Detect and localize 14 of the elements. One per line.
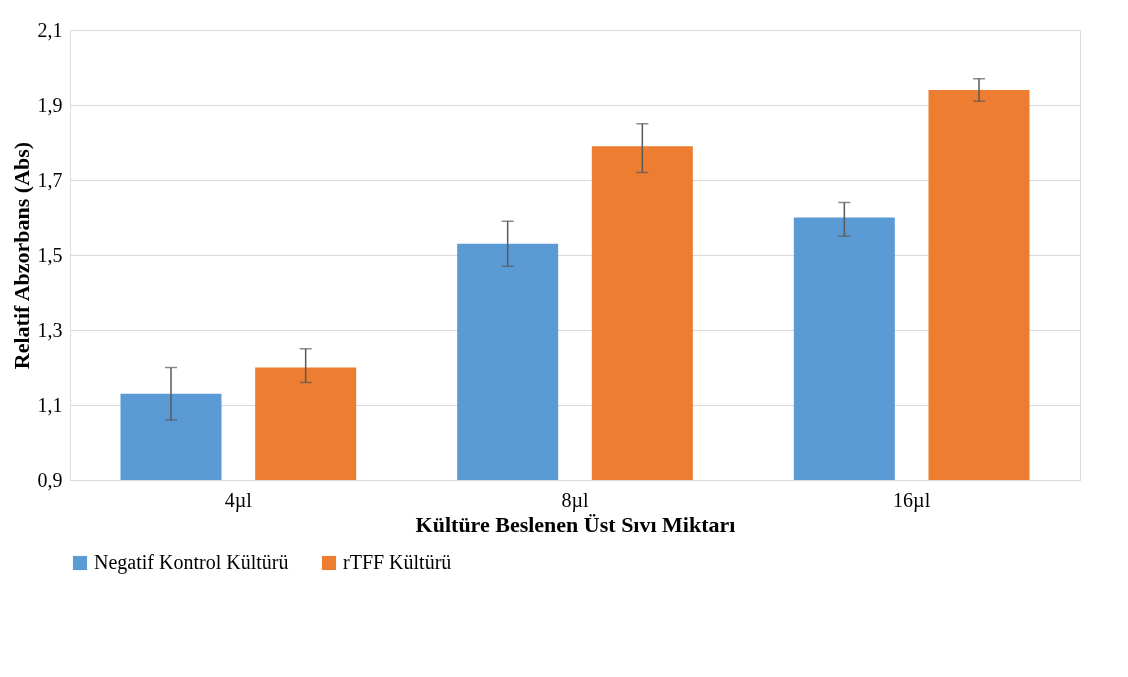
y-tick-label: 1,1 bbox=[37, 393, 63, 416]
y-tick-label: 1,5 bbox=[37, 243, 63, 266]
y-tick-label: 0,9 bbox=[37, 468, 63, 491]
x-tick-label: 16µl bbox=[893, 488, 931, 512]
x-tick-label: 8µl bbox=[561, 488, 589, 512]
y-tick-label: 1,9 bbox=[37, 93, 63, 116]
x-axis-title: Kültüre Beslenen Üst Sıvı Miktarı bbox=[415, 511, 736, 537]
y-tick-label: 1,7 bbox=[37, 168, 63, 191]
legend-label: rTFF Kültürü bbox=[343, 551, 452, 573]
legend-label: Negatif Kontrol Kültürü bbox=[94, 551, 289, 574]
y-tick-label: 1,3 bbox=[37, 318, 63, 341]
y-axis-title: Relatif Abzorbans (Abs) bbox=[8, 141, 34, 370]
x-tick-label: 4µl bbox=[224, 488, 253, 512]
y-tick-label: 2,1 bbox=[37, 18, 63, 41]
